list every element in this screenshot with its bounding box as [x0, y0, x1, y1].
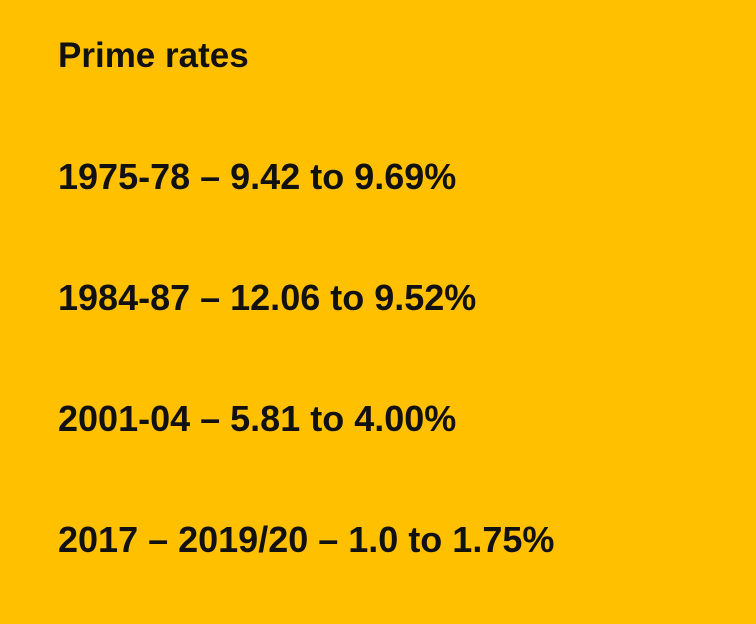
title: Prime rates [58, 36, 249, 75]
rate-line: 2001-04 – 5.81 to 4.00% [58, 398, 457, 439]
rate-line: 2017 – 2019/20 – 1.0 to 1.75% [58, 519, 555, 560]
rate-line: 1975-78 – 9.42 to 9.69% [58, 156, 457, 197]
rate-line: 1984-87 – 12.06 to 9.52% [58, 277, 477, 318]
